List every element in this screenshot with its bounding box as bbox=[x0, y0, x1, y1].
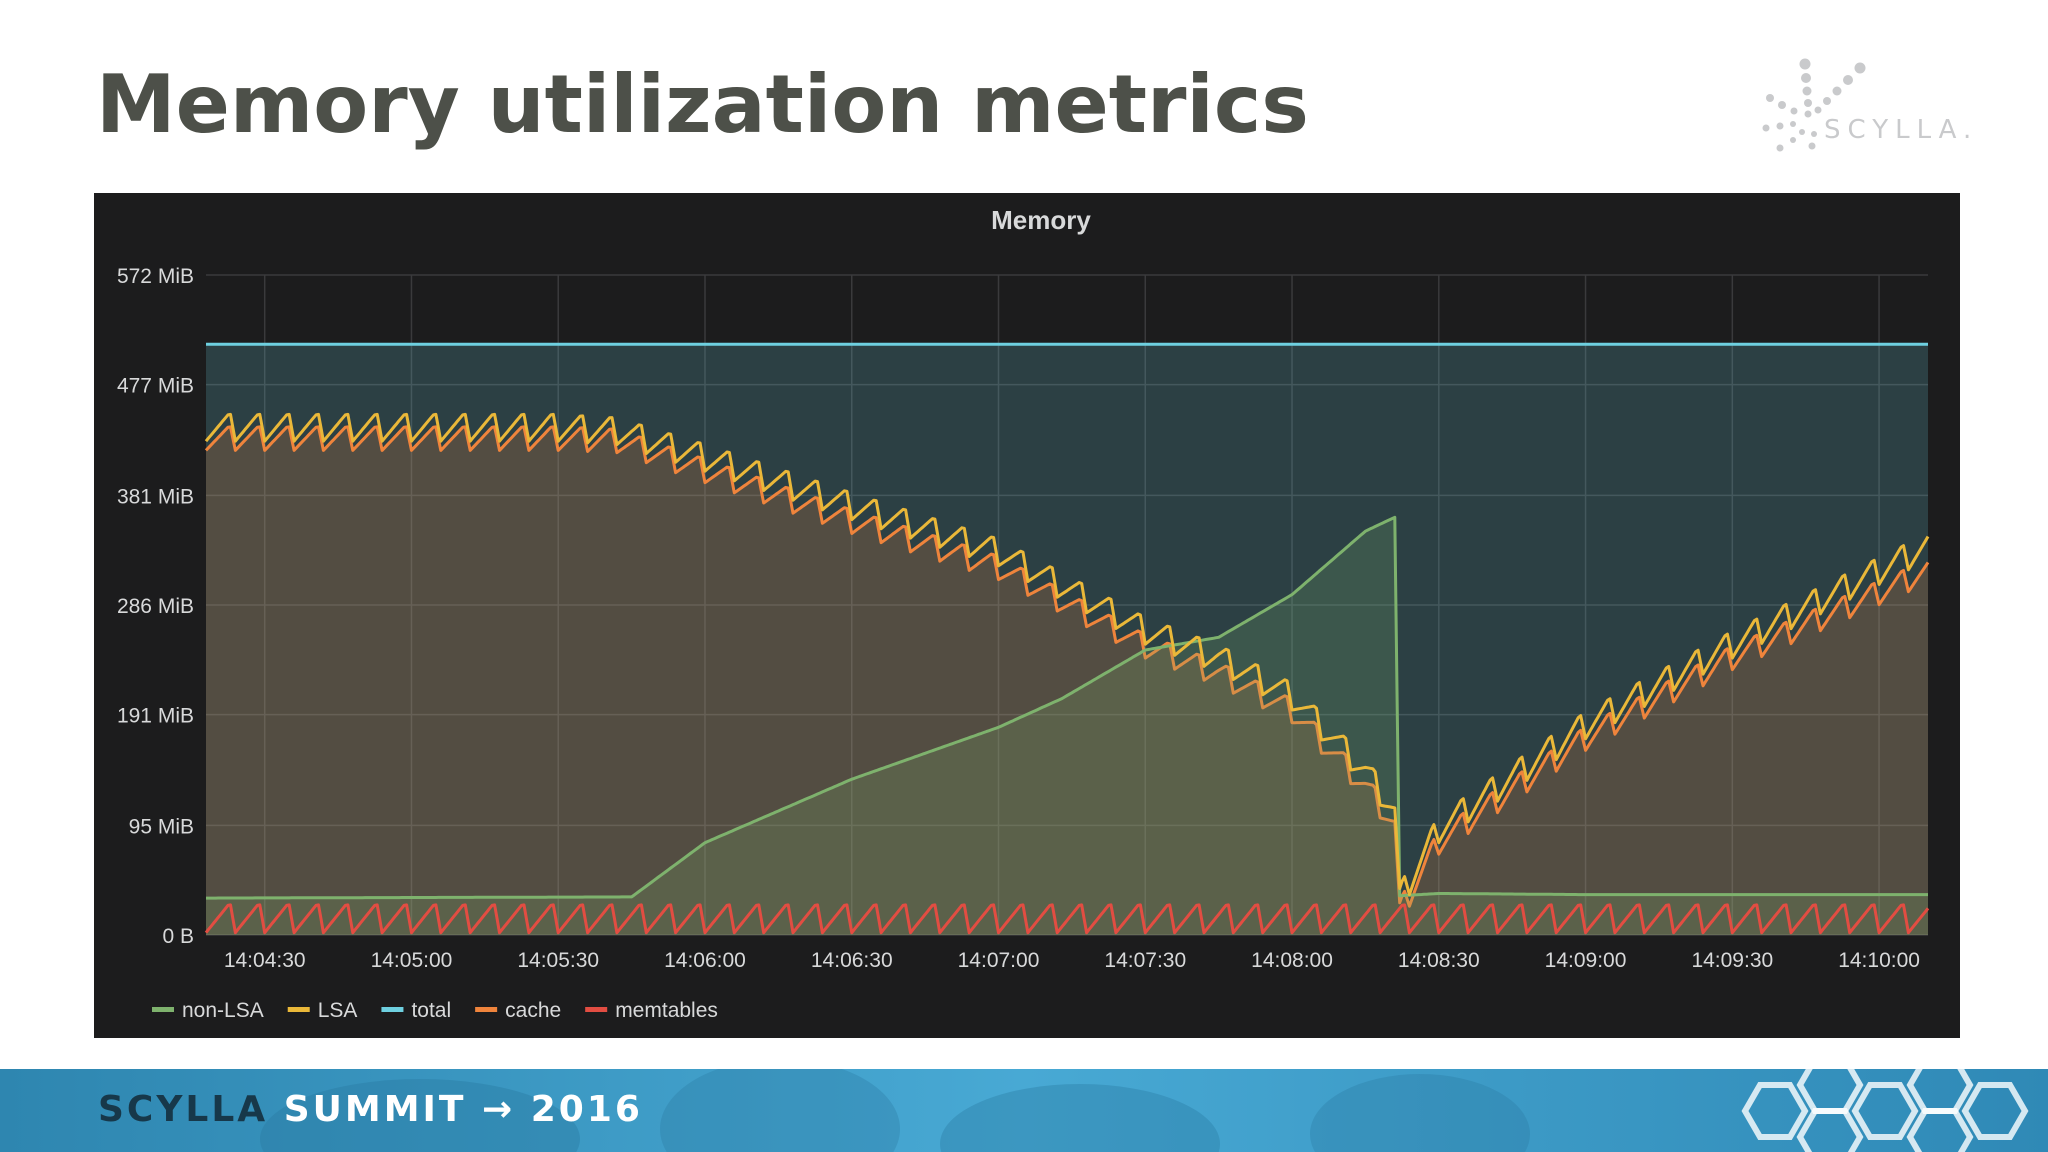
legend-swatch bbox=[287, 1007, 310, 1012]
x-tick-label: 14:06:00 bbox=[664, 949, 746, 972]
x-tick-label: 14:07:30 bbox=[1104, 949, 1186, 972]
series-line-non-lsa bbox=[206, 515, 1928, 900]
y-tick-label: 572 MiB bbox=[117, 265, 194, 288]
legend-item-cache[interactable]: cache bbox=[475, 999, 561, 1022]
footer-text: SCYLLA SUMMIT → 2016 bbox=[98, 1089, 643, 1130]
x-tick-label: 14:07:00 bbox=[958, 949, 1040, 972]
footer-arrow: → bbox=[482, 1089, 516, 1130]
legend-swatch bbox=[381, 1007, 404, 1012]
series-line-cache bbox=[204, 425, 1930, 908]
legend-item-memtables[interactable]: memtables bbox=[585, 999, 718, 1022]
y-tick-label: 477 MiB bbox=[117, 375, 194, 398]
footer-year: 2016 bbox=[530, 1089, 643, 1130]
legend-swatch bbox=[152, 1007, 174, 1012]
series-area-cache bbox=[206, 426, 1928, 935]
x-tick-label: 14:08:30 bbox=[1398, 949, 1480, 972]
legend-label: LSA bbox=[318, 999, 358, 1022]
y-tick-label: 95 MiB bbox=[129, 815, 194, 838]
x-tick-label: 14:04:30 bbox=[224, 949, 306, 972]
scylla-logo: SCYLLA. bbox=[1762, 58, 1978, 152]
legend: non-LSA LSA total cache memtables bbox=[152, 999, 718, 1022]
memory-chart: Memory 0 B 95 MiB 191 MiB 286 MiB 381 MiB 477… bbox=[117, 205, 1930, 1022]
x-tick-label: 14:09:30 bbox=[1691, 949, 1773, 972]
series-area-total bbox=[206, 344, 1928, 935]
slide-title: Memory utilization metrics bbox=[96, 58, 1309, 151]
x-tick-label: 14:09:00 bbox=[1545, 949, 1627, 972]
legend-label: non-LSA bbox=[182, 999, 264, 1022]
legend-item-lsa[interactable]: LSA bbox=[287, 999, 358, 1022]
legend-label: total bbox=[411, 999, 451, 1022]
footer-brand: SCYLLA bbox=[98, 1089, 269, 1130]
legend-label: memtables bbox=[615, 999, 718, 1022]
plot-area bbox=[204, 342, 1930, 935]
x-tick-label: 14:08:00 bbox=[1251, 949, 1333, 972]
footer-background bbox=[0, 1069, 2048, 1152]
x-tick-label: 14:10:00 bbox=[1838, 949, 1920, 972]
x-tick-label: 14:06:30 bbox=[811, 949, 893, 972]
legend-item-non-lsa[interactable]: non-LSA bbox=[152, 999, 264, 1022]
grid bbox=[206, 274, 1928, 936]
x-tick-label: 14:05:00 bbox=[371, 949, 453, 972]
x-axis: 14:04:30 14:05:00 14:05:30 14:06:00 14:06:30… bbox=[224, 949, 1920, 972]
footer-event: SUMMIT bbox=[283, 1089, 467, 1130]
legend-swatch bbox=[475, 1007, 498, 1012]
y-tick-label: 286 MiB bbox=[117, 595, 194, 618]
y-tick-label: 381 MiB bbox=[117, 485, 194, 508]
legend-swatch bbox=[585, 1007, 608, 1012]
footer-banner: SCYLLA SUMMIT → 2016 bbox=[0, 1069, 2048, 1152]
chart-title: Memory bbox=[991, 205, 1091, 235]
y-tick-label: 0 B bbox=[162, 925, 194, 948]
legend-item-total[interactable]: total bbox=[381, 999, 451, 1022]
series-area-non-lsa bbox=[206, 517, 1928, 935]
series-line-memtables bbox=[204, 903, 1930, 935]
y-tick-label: 191 MiB bbox=[117, 705, 194, 728]
legend-label: cache bbox=[505, 999, 561, 1022]
series-line-lsa bbox=[204, 412, 1930, 897]
hexagon-pattern bbox=[1741, 1069, 2029, 1152]
x-tick-label: 14:05:30 bbox=[517, 949, 599, 972]
memory-panel: Memory 0 B 95 MiB 191 MiB 286 MiB 381 MiB 477… bbox=[94, 193, 1960, 1038]
logo-text: SCYLLA. bbox=[1824, 115, 1978, 145]
y-axis: 0 B 95 MiB 191 MiB 286 MiB 381 MiB 477 MiB 572… bbox=[117, 265, 194, 948]
